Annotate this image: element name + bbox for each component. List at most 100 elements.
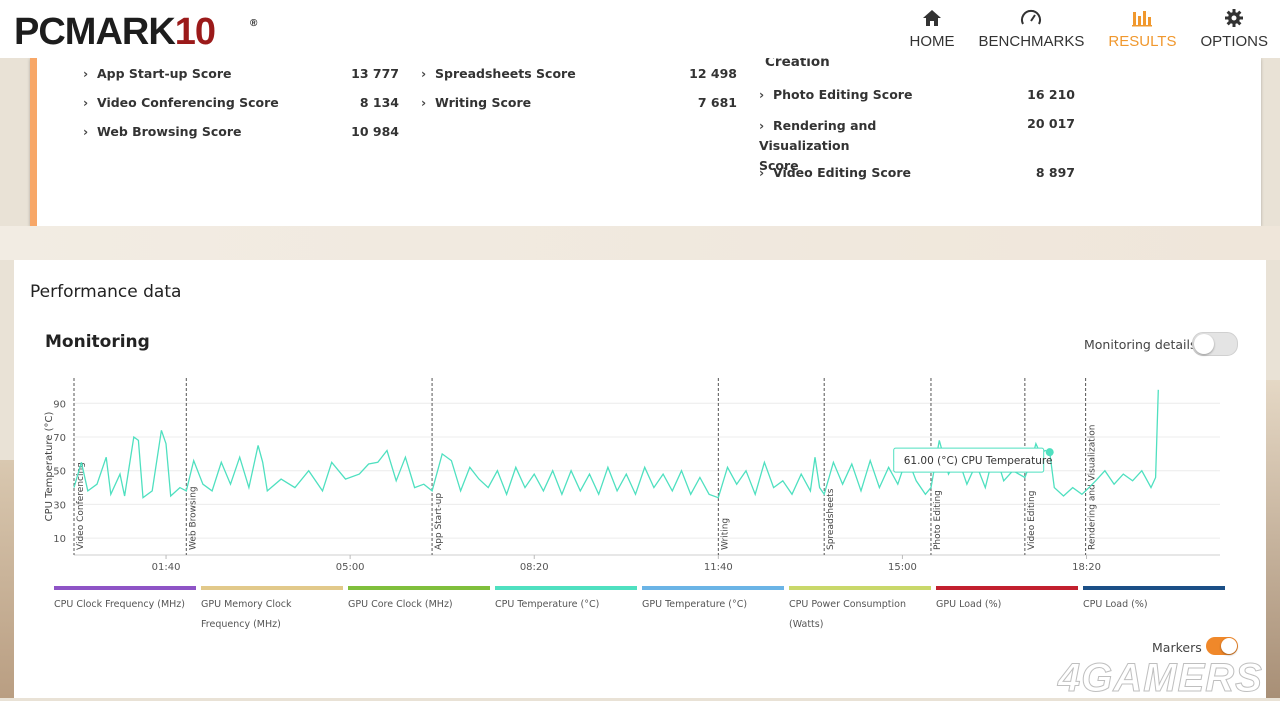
x-tick-label: 08:20 [520,562,549,573]
performance-panel: Performance data Monitoring Monitoring d… [14,260,1266,698]
marker-label: Writing [720,518,730,550]
legend-label: CPU Load (%) [1083,599,1148,610]
logo-number: 10 [174,11,216,53]
legend-cpu-clock[interactable]: CPU Clock Frequency (MHz) [54,586,196,615]
legend-swatch [1083,586,1225,590]
logo-main: PCMARK [14,11,176,53]
x-tick-label: 01:40 [152,562,181,573]
chart-legend: CPU Clock Frequency (MHz) GPU Memory Clo… [54,586,1230,634]
marker-label: Photo Editing [933,490,943,550]
score-value: 16 210 [1027,87,1075,102]
gear-icon [1224,6,1244,30]
score-spreadsheets[interactable]: › Spreadsheets Score [421,66,576,81]
legend-label: GPU Load (%) [936,599,1002,610]
score-label: Spreadsheets Score [435,66,576,81]
score-label-continued: Score [759,158,799,173]
markers-toggle[interactable] [1206,637,1238,655]
score-app-startup[interactable]: › App Start-up Score [83,66,232,81]
creation-heading: Creation [765,54,830,70]
score-video-conferencing[interactable]: › Video Conferencing Score [83,95,279,110]
y-tick-label: 70 [53,433,66,444]
legend-swatch [348,586,490,590]
legend-swatch [642,586,784,590]
monitoring-title: Monitoring [45,332,150,352]
x-tick-label: 11:40 [704,562,733,573]
legend-swatch [936,586,1078,590]
score-label: Video Editing Score [773,165,911,180]
x-tick-label: 05:00 [336,562,365,573]
nav-results[interactable]: RESULTS [1108,0,1176,58]
legend-label: CPU Power Consumption (Watts) [789,599,906,630]
watermark: 4GAMERS [1058,656,1263,701]
performance-title: Performance data [30,282,182,302]
legend-gpu-load[interactable]: GPU Load (%) [936,586,1078,615]
gauge-icon [1020,6,1042,30]
score-rendering-visualization[interactable]: › Rendering and Visualization Score [759,116,959,176]
score-label: Web Browsing Score [97,124,242,139]
chevron-right-icon: › [83,66,89,81]
marker-label: Video Editing [1027,491,1037,550]
marker-label: App Start-up [434,493,444,550]
marker-label: Rendering and Visualization [1088,425,1098,550]
score-label: App Start-up Score [97,66,232,81]
legend-gpu-core-clock[interactable]: GPU Core Clock (MHz) [348,586,490,615]
background-right-edge [1262,380,1280,698]
legend-gpu-memory-clock[interactable]: GPU Memory Clock Frequency (MHz) [201,586,343,635]
pcmark-logo: PCMARK10 ® [14,11,257,53]
markers-label: Markers [1152,640,1202,655]
background-strip [0,226,1280,260]
score-label: Video Conferencing Score [97,95,279,110]
monitoring-details-toggle[interactable] [1192,332,1238,356]
y-tick-label: 10 [53,534,66,545]
score-video-editing[interactable]: › Video Editing Score [759,165,911,180]
tooltip-text: 61.00 (°C) CPU Temperature [904,455,1053,467]
legend-label: CPU Temperature (°C) [495,599,600,610]
nav-home-label: HOME [909,33,955,50]
score-label: Writing Score [435,95,532,110]
score-value: 20 017 [1027,116,1075,131]
y-tick-label: 30 [53,500,66,511]
score-label: Rendering and Visualization [759,118,877,153]
nav-benchmarks[interactable]: BENCHMARKS [979,0,1084,58]
marker-label: Web Browsing [188,486,198,550]
legend-label: GPU Core Clock (MHz) [348,599,453,610]
score-photo-editing[interactable]: › Photo Editing Score [759,87,912,102]
marker-label: Video Conferencing [76,462,86,550]
nav-results-label: RESULTS [1108,33,1177,50]
x-tick-label: 15:00 [888,562,917,573]
chevron-right-icon: › [83,95,89,110]
legend-swatch [201,586,343,590]
toggle-knob [1194,334,1214,354]
main-nav: HOME BENCHMARKS RESULTS OPTIONS [898,0,1280,58]
chevron-right-icon: › [83,124,89,139]
series-line [73,389,1159,499]
logo-registered-mark: ® [250,18,257,29]
scores-card: › App Start-up Score 13 777 › Video Confer… [30,54,1261,226]
score-value: 10 984 [351,124,399,139]
marker-label: Spreadsheets [826,488,836,550]
score-value: 8 897 [1035,165,1075,180]
legend-cpu-power[interactable]: CPU Power Consumption (Watts) [789,586,931,635]
legend-label: GPU Memory Clock Frequency (MHz) [201,599,292,630]
x-tick-label: 18:20 [1072,562,1101,573]
legend-gpu-temperature[interactable]: GPU Temperature (°C) [642,586,784,615]
monitoring-chart: 10 30 50 70 90 01:40 05:00 08:20 11:40 15:00 18:20… [44,378,1220,573]
y-tick-label: 50 [53,467,66,478]
legend-label: CPU Clock Frequency (MHz) [54,599,186,610]
score-value: 12 498 [689,66,737,81]
score-label: Photo Editing Score [773,87,913,102]
nav-options-label: OPTIONS [1200,33,1268,50]
legend-swatch [789,586,931,590]
score-value: 8 134 [359,95,399,110]
legend-label: GPU Temperature (°C) [642,599,748,610]
background-left-edge [0,460,14,698]
nav-home[interactable]: HOME [910,0,955,58]
toggle-knob [1221,638,1237,654]
chevron-right-icon: › [421,95,427,110]
score-web-browsing[interactable]: › Web Browsing Score [83,124,242,139]
top-bar: PCMARK10 ® HOME BENCHMARKS RESULTS OPTI [0,0,1280,58]
legend-cpu-temperature[interactable]: CPU Temperature (°C) [495,586,637,615]
legend-cpu-load[interactable]: CPU Load (%) [1083,586,1225,615]
nav-options[interactable]: OPTIONS [1200,0,1268,58]
score-writing[interactable]: › Writing Score [421,95,531,110]
